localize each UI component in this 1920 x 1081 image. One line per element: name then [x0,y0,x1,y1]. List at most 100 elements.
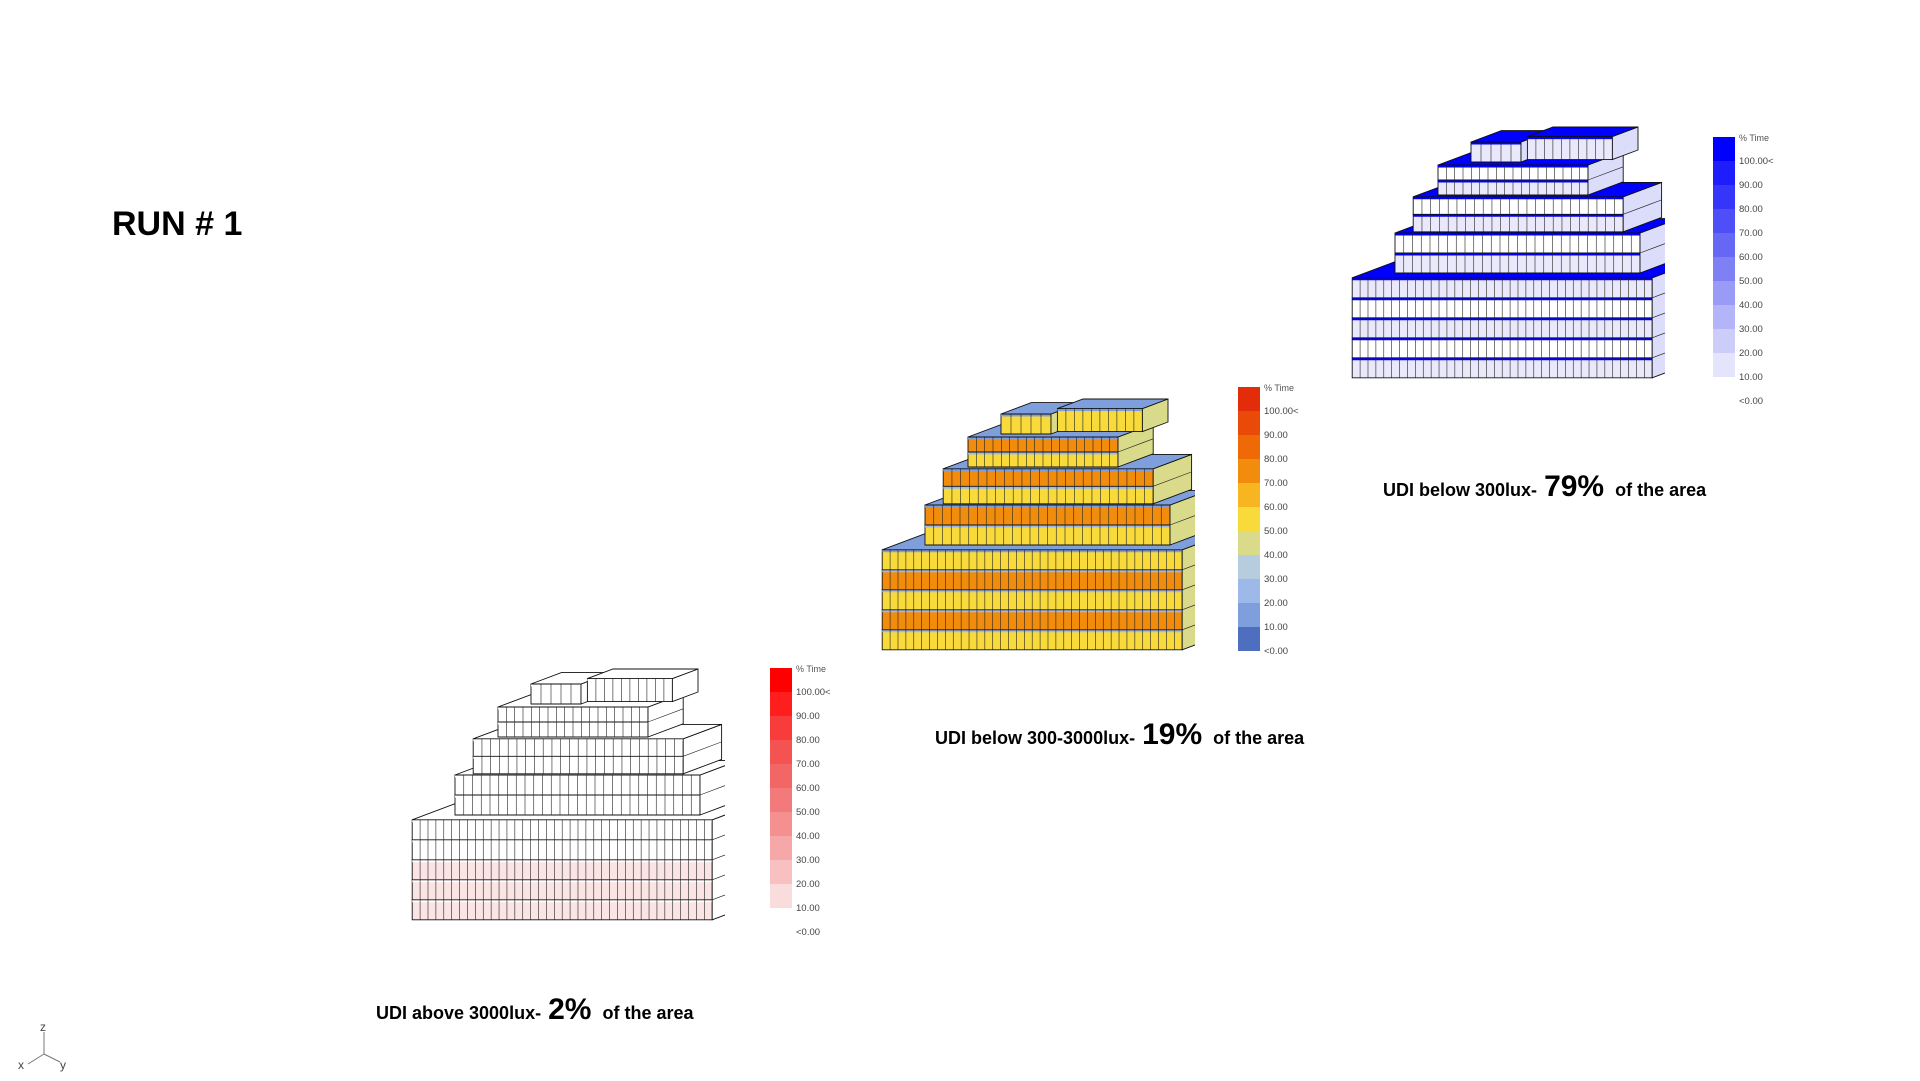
legend-label: 20.00 [1739,348,1763,359]
legend-label: 80.00 [1739,204,1763,215]
caption-percentage: 79% [1544,470,1605,503]
legend-label: <0.00 [1264,646,1289,657]
axis-label-z: z [40,1020,46,1034]
legend-swatch [770,716,792,740]
legend-swatch [1238,459,1260,483]
udi-300-3000-legend: % Time 100.00< 90.00 80.00 70.00 60.00 50.00 40… [1238,383,1324,657]
legend-label: 10.00 [796,903,820,914]
side-facade [711,814,725,921]
legend-swatch [1713,257,1735,281]
legend-swatch [1238,603,1260,627]
legend-label: 50.00 [1264,526,1288,537]
legend-label: 30.00 [1739,324,1763,335]
axis-gizmo-lines [27,1032,61,1065]
roof-terrace [1527,126,1639,138]
legend-swatch [1713,209,1735,233]
legend-label: 90.00 [1264,430,1288,441]
side-floor-line [712,834,725,841]
legend-label: 70.00 [1739,228,1763,239]
legend-swatch [1238,579,1260,603]
legend-swatch [1238,507,1260,531]
side-floor-line [683,741,722,757]
caption-udi-above-3000: UDI above 3000lux- 2% of the area [376,993,694,1027]
side-floor-line [1182,564,1195,571]
side-floor-line [1182,584,1195,591]
legend-header: % Time [796,664,827,674]
legend-header: % Time [1739,133,1770,143]
run-title: RUN # 1 [112,205,243,243]
legend-label: 90.00 [1739,180,1763,191]
roof-terrace [1057,398,1169,410]
legend-label: 80.00 [1264,454,1288,465]
legend-swatch [1238,627,1260,651]
legend-swatch [770,812,792,836]
legend-swatch [770,788,792,812]
caption-suffix: of the area [1213,728,1305,748]
udi-300-3000-building-diagram [881,398,1195,651]
side-floor-line [1623,199,1662,215]
legend-label: 50.00 [1739,276,1763,287]
legend-swatch [1238,483,1260,507]
legend-swatch [770,740,792,764]
legend-label: 20.00 [1264,598,1288,609]
legend-swatch [1713,161,1735,185]
legend-label: 70.00 [796,759,820,770]
caption-suffix: of the area [1615,480,1707,500]
facade-floor [1470,141,1522,163]
legend-swatch [770,884,792,908]
legend-label: 40.00 [796,831,820,842]
legend-label: <0.00 [1739,396,1764,407]
udi-below-300-legend: % Time 100.00< 90.00 80.00 70.00 60.00 50.00 40… [1713,133,1799,407]
side-floor-line [712,854,725,861]
legend-swatch [1238,387,1260,411]
caption-percentage: 19% [1142,718,1203,751]
udi-above-3000-legend: % Time 100.00< 90.00 80.00 70.00 60.00 50.00 40… [770,664,856,938]
legend-label: <0.00 [796,927,821,938]
legend-swatch [1713,185,1735,209]
axis-gizmo: z x y [14,1016,74,1081]
legend-label: 100.00< [1739,156,1774,167]
legend-label: 60.00 [1739,252,1763,263]
caption-prefix: UDI below 300lux- [1383,480,1538,500]
legend-label: 100.00< [1264,406,1299,417]
udi-below-300-building-diagram [1351,126,1665,379]
legend-swatch [1713,233,1735,257]
legend-label: 60.00 [796,783,820,794]
side-floor-line [1652,332,1665,339]
legend-label: 70.00 [1264,478,1288,489]
side-floor-line [1169,515,1195,526]
legend-swatch [1238,555,1260,579]
axis-label-y: y [60,1058,66,1072]
side-floor-line [712,874,725,881]
legend-label: 10.00 [1264,622,1288,633]
side-floor-line [699,785,725,796]
caption-udi-300-3000: UDI below 300-3000lux- 19% of the area [935,718,1304,752]
legend-swatch [770,860,792,884]
side-facade [1651,272,1665,379]
legend-swatch [1713,353,1735,377]
legend-label: 30.00 [796,855,820,866]
legend-label: 90.00 [796,711,820,722]
side-floor-line [1652,292,1665,299]
side-floor-line [1652,312,1665,319]
legend-swatch [770,764,792,788]
roof-terrace [587,668,699,680]
caption-prefix: UDI below 300-3000lux- [935,728,1136,748]
caption-udi-below-300: UDI below 300lux- 79% of the area [1383,470,1706,504]
legend-label: 60.00 [1264,502,1288,513]
floor-slab [1001,414,1051,417]
legend-label: 30.00 [1264,574,1288,585]
legend-label: 50.00 [796,807,820,818]
legend-label: 80.00 [796,735,820,746]
udi-above-3000-building-diagram [411,668,725,921]
side-floor-line [1652,352,1665,359]
legend-label: 20.00 [796,879,820,890]
side-floor-line [1639,243,1665,254]
side-floor-line [1182,624,1195,631]
legend-header: % Time [1264,383,1295,393]
side-floor-line [1182,604,1195,611]
legend-swatch [1713,137,1735,161]
legend-swatch [1238,411,1260,435]
side-facade [1181,544,1195,651]
side-floor-line [1153,471,1192,487]
